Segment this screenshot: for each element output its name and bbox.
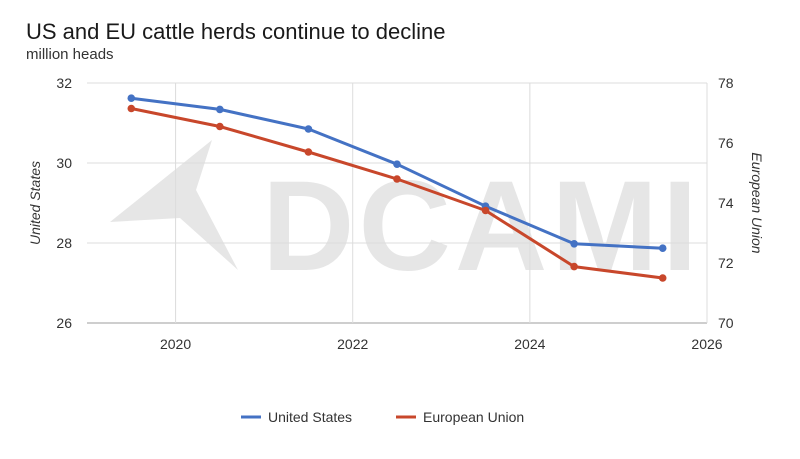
x-tick-label: 2022 [337,336,368,352]
watermark-text: DCAMI [262,155,702,298]
data-point [127,94,136,102]
y-tick-label: 32 [56,75,72,91]
legend: United States European Union [241,409,524,425]
y-tick-label: 28 [56,235,72,251]
watermark: DCAMI [110,140,702,298]
data-point [570,240,578,248]
x-tick-label: 2026 [691,336,722,352]
data-point [481,206,490,215]
y2-tick-label: 76 [718,135,734,151]
legend-label: United States [268,409,352,425]
data-point [216,105,224,114]
data-point [127,104,136,113]
chart-subtitle: million heads [26,46,114,63]
data-point [304,148,313,156]
y-tick-label: 26 [56,315,72,331]
x-tick-label: 2024 [514,336,545,352]
y-axis-right-label: European Union [749,152,765,253]
x-tick-label: 2020 [160,336,191,352]
watermark-logo-mark [110,140,238,270]
data-point [216,122,224,131]
y2-tick-label: 74 [718,195,734,211]
chart-title: US and EU cattle herds continue to decli… [26,19,446,44]
data-point [570,262,578,271]
y-axis-right-ticks: 70 72 74 76 78 [718,75,734,331]
y2-tick-label: 70 [718,315,734,331]
y-tick-label: 30 [56,155,72,171]
data-point [393,160,401,168]
grid [87,82,708,324]
data-point [658,244,667,252]
y-axis-left-ticks: 26 28 30 32 [56,75,72,331]
series-layer [127,94,667,282]
y-axis-left-label: United States [27,161,43,245]
y2-tick-label: 78 [718,75,734,91]
data-point [658,274,667,282]
legend-label: European Union [423,409,524,425]
data-point [393,175,401,183]
y2-tick-label: 72 [718,255,734,271]
data-point [304,125,313,133]
x-axis-ticks: 2020 2022 2024 2026 [160,336,723,352]
